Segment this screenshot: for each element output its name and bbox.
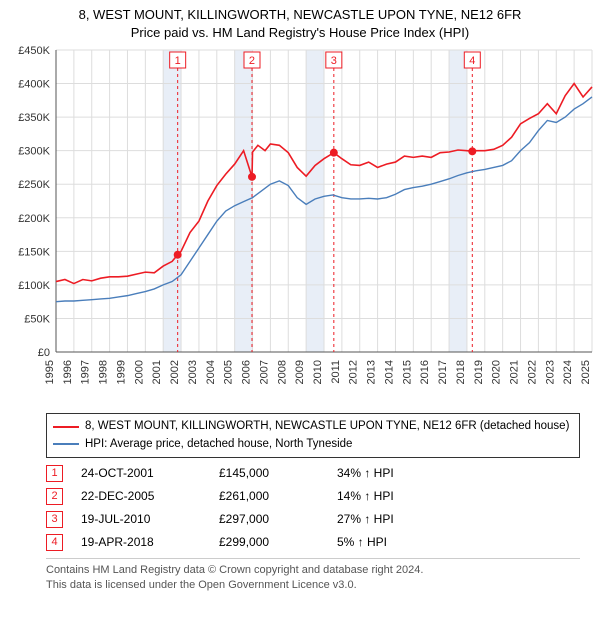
license-footer: Contains HM Land Registry data © Crown c… xyxy=(46,558,580,593)
svg-text:1999: 1999 xyxy=(115,360,127,384)
svg-text:2021: 2021 xyxy=(509,360,521,384)
svg-text:£200K: £200K xyxy=(18,213,50,225)
sale-price: £261,000 xyxy=(219,489,319,503)
legend-row: HPI: Average price, detached house, Nort… xyxy=(53,436,573,453)
svg-text:2025: 2025 xyxy=(580,360,592,384)
svg-text:2007: 2007 xyxy=(258,360,270,384)
chart-container: £0 £50K £100K £150K £200K £250K £300K £350K £400… xyxy=(0,44,600,407)
svg-text:2020: 2020 xyxy=(491,360,503,384)
svg-text:2022: 2022 xyxy=(526,360,538,384)
chart-title-block: 8, WEST MOUNT, KILLINGWORTH, NEWCASTLE U… xyxy=(0,0,600,44)
svg-text:£150K: £150K xyxy=(18,247,50,259)
sale-price: £145,000 xyxy=(219,466,319,480)
svg-text:£50K: £50K xyxy=(24,314,50,326)
svg-text:£300K: £300K xyxy=(18,146,50,158)
sale-marker: 1 xyxy=(46,465,63,482)
sale-marker: 2 xyxy=(46,488,63,505)
sale-diff: 34% ↑ HPI xyxy=(337,466,437,480)
svg-text:2009: 2009 xyxy=(294,360,306,384)
svg-text:2008: 2008 xyxy=(276,360,288,384)
sales-row: 3 19-JUL-2010 £297,000 27% ↑ HPI xyxy=(46,508,580,531)
legend-swatch xyxy=(53,443,79,445)
svg-text:4: 4 xyxy=(469,55,475,67)
legend-row: 8, WEST MOUNT, KILLINGWORTH, NEWCASTLE U… xyxy=(53,418,573,435)
title-line-1: 8, WEST MOUNT, KILLINGWORTH, NEWCASTLE U… xyxy=(10,6,590,24)
svg-text:2024: 2024 xyxy=(562,360,574,384)
sale-marker: 4 xyxy=(46,534,63,551)
svg-text:2004: 2004 xyxy=(205,360,217,384)
sale-diff: 14% ↑ HPI xyxy=(337,489,437,503)
svg-text:£250K: £250K xyxy=(18,180,50,192)
svg-text:2011: 2011 xyxy=(330,360,342,384)
sales-row: 1 24-OCT-2001 £145,000 34% ↑ HPI xyxy=(46,462,580,485)
sales-row: 2 22-DEC-2005 £261,000 14% ↑ HPI xyxy=(46,485,580,508)
svg-text:£0: £0 xyxy=(38,347,50,359)
svg-text:2018: 2018 xyxy=(455,360,467,384)
chart-legend: 8, WEST MOUNT, KILLINGWORTH, NEWCASTLE U… xyxy=(46,413,580,458)
legend-swatch xyxy=(53,426,79,428)
svg-text:3: 3 xyxy=(331,55,337,67)
svg-text:£100K: £100K xyxy=(18,280,50,292)
footer-line-2: This data is licensed under the Open Gov… xyxy=(46,578,580,593)
sale-date: 24-OCT-2001 xyxy=(81,466,201,480)
sale-diff: 5% ↑ HPI xyxy=(337,535,437,549)
sale-date: 19-APR-2018 xyxy=(81,535,201,549)
svg-text:2001: 2001 xyxy=(151,360,163,384)
svg-text:2015: 2015 xyxy=(401,360,413,384)
svg-text:2013: 2013 xyxy=(366,360,378,384)
svg-text:2010: 2010 xyxy=(312,360,324,384)
sale-price: £297,000 xyxy=(219,512,319,526)
svg-text:2000: 2000 xyxy=(133,360,145,384)
footer-line-1: Contains HM Land Registry data © Crown c… xyxy=(46,563,580,578)
svg-text:2002: 2002 xyxy=(169,360,181,384)
sales-row: 4 19-APR-2018 £299,000 5% ↑ HPI xyxy=(46,531,580,554)
sale-date: 22-DEC-2005 xyxy=(81,489,201,503)
legend-label: HPI: Average price, detached house, Nort… xyxy=(85,436,352,453)
svg-text:1997: 1997 xyxy=(80,360,92,384)
svg-text:2016: 2016 xyxy=(419,360,431,384)
svg-text:1: 1 xyxy=(175,55,181,67)
svg-text:2012: 2012 xyxy=(348,360,360,384)
svg-text:2017: 2017 xyxy=(437,360,449,384)
svg-text:2023: 2023 xyxy=(544,360,556,384)
svg-text:£350K: £350K xyxy=(18,112,50,124)
svg-text:1995: 1995 xyxy=(44,360,56,384)
svg-text:2005: 2005 xyxy=(223,360,235,384)
svg-text:2003: 2003 xyxy=(187,360,199,384)
svg-text:1998: 1998 xyxy=(98,360,110,384)
sale-diff: 27% ↑ HPI xyxy=(337,512,437,526)
price-chart: £0 £50K £100K £150K £200K £250K £300K £350K £400… xyxy=(0,44,600,404)
sale-date: 19-JUL-2010 xyxy=(81,512,201,526)
sale-marker: 3 xyxy=(46,511,63,528)
svg-text:1996: 1996 xyxy=(62,360,74,384)
svg-text:2014: 2014 xyxy=(383,360,395,384)
svg-text:2: 2 xyxy=(249,55,255,67)
svg-text:£400K: £400K xyxy=(18,79,50,91)
title-line-2: Price paid vs. HM Land Registry's House … xyxy=(10,24,590,42)
svg-text:£450K: £450K xyxy=(18,45,50,57)
svg-text:2019: 2019 xyxy=(473,360,485,384)
sales-table: 1 24-OCT-2001 £145,000 34% ↑ HPI 2 22-DEC-200… xyxy=(46,462,580,554)
legend-label: 8, WEST MOUNT, KILLINGWORTH, NEWCASTLE U… xyxy=(85,418,569,435)
svg-text:2006: 2006 xyxy=(241,360,253,384)
sale-price: £299,000 xyxy=(219,535,319,549)
